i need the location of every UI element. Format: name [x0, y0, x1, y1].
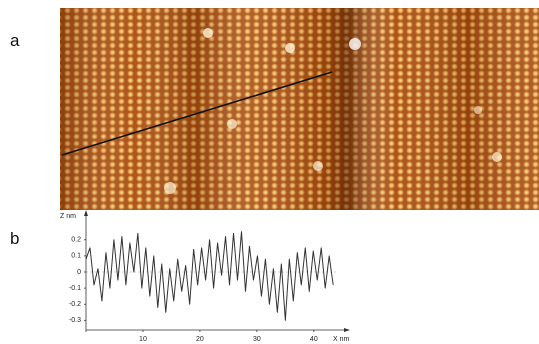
panel-label: b	[10, 229, 19, 248]
y-tick-label: 0	[77, 269, 81, 276]
y-tick-label: -0.1	[69, 285, 81, 292]
x-tick-label: 20	[196, 336, 204, 343]
line-profile: Z nm X nm	[60, 210, 350, 343]
stm-image	[60, 8, 539, 210]
x-tick-label: 10	[139, 336, 147, 343]
y-axis-label: Z nm	[60, 213, 76, 220]
y-tick-label: 0.1	[71, 253, 81, 260]
x-tick-label: 40	[310, 336, 318, 343]
x-tick-label: 30	[253, 336, 261, 343]
profile-line	[85, 231, 334, 321]
y-tick-label: -0.3	[69, 317, 81, 324]
y-tick-label: 0.2	[71, 237, 81, 244]
y-tick-label: -0.2	[69, 301, 81, 308]
panel-label: a	[10, 31, 20, 50]
x-axis-label: X nm	[333, 336, 350, 343]
